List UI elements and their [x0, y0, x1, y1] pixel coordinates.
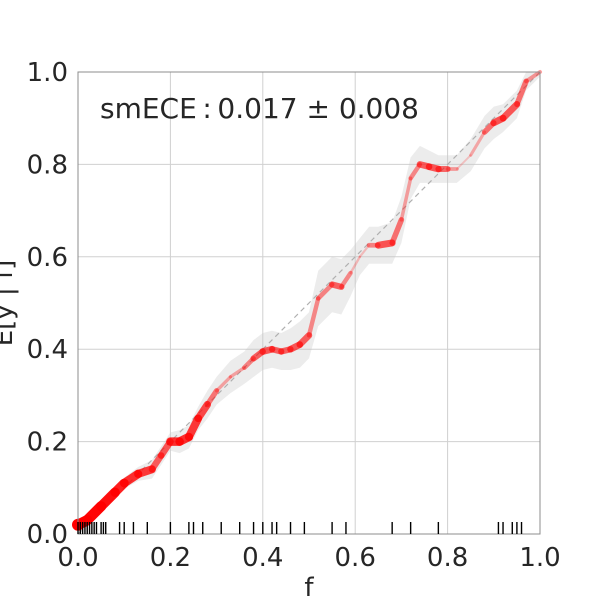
x-tick-label-2: 0.4	[242, 543, 283, 573]
curve-segment-43	[524, 70, 542, 84]
diagonal-reference-line	[77, 71, 541, 535]
y-tick-label-1: 0.2	[27, 428, 68, 458]
x-tick-label-1: 0.2	[150, 543, 191, 573]
x-tick-label-0: 0.0	[57, 543, 98, 573]
curve-segment-42	[514, 78, 529, 108]
curve-segment-21	[296, 332, 313, 348]
rug-ticks	[77, 522, 523, 534]
y-tick-label-2: 0.4	[27, 335, 68, 365]
curve-segment-31	[399, 176, 413, 222]
curve-segment-37	[455, 154, 472, 170]
band-area	[78, 72, 540, 530]
smece-annotation: smECE : 0.017 ± 0.008	[100, 92, 419, 125]
curve-segment-30	[389, 217, 405, 246]
y-tick-labels: 0.0 0.2 0.4 0.6 0.8 1.0	[27, 58, 68, 550]
x-tick-labels: 0.0 0.2 0.4 0.6 0.8 1.0	[57, 543, 560, 573]
y-axis-label: E[y | f]	[0, 260, 19, 347]
curve-segment-14	[228, 366, 246, 379]
x-tick-label-3: 0.6	[335, 543, 376, 573]
curve-segment-24	[329, 281, 345, 290]
plot-frame	[77, 71, 541, 535]
y-tick-label-3: 0.6	[27, 243, 68, 273]
y-tick-label-4: 0.8	[27, 150, 68, 180]
curve-segment-27	[358, 244, 371, 258]
curve-segment-11	[194, 400, 212, 423]
confidence-band	[78, 72, 540, 530]
y-tick-label-5: 1.0	[27, 58, 68, 88]
curve-segment-12	[204, 388, 220, 408]
curve-segment-26	[349, 255, 362, 275]
curve-segment-38	[469, 130, 487, 157]
x-axis-label: f	[304, 573, 314, 600]
y-tick-label-0: 0.0	[27, 520, 68, 550]
curve-segment-41	[499, 100, 521, 122]
curve-segment-23	[315, 282, 335, 301]
curve-segment-22	[306, 296, 321, 338]
x-tick-label-4: 0.8	[427, 543, 468, 573]
curve-segment-13	[214, 375, 233, 393]
x-tick-label-5: 1.0	[519, 543, 560, 573]
curve-segment-25	[339, 270, 353, 290]
